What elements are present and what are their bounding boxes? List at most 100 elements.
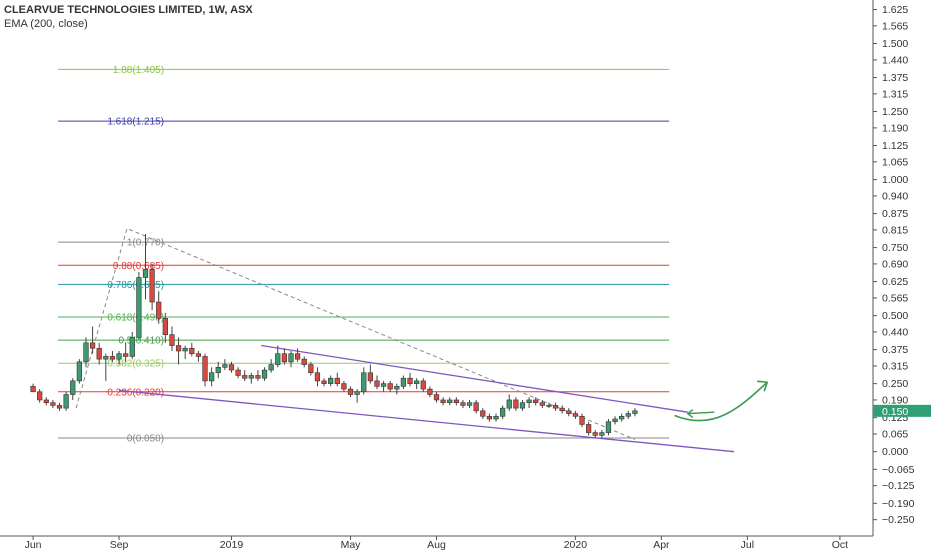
candle-body xyxy=(605,421,612,433)
y-tick-label: 0.065 xyxy=(882,428,908,440)
candle-body xyxy=(433,394,440,401)
candle-body xyxy=(288,353,294,363)
candle-body xyxy=(453,399,459,403)
candle-body xyxy=(466,402,473,406)
candle-body xyxy=(579,415,585,425)
candle-body xyxy=(268,364,274,371)
y-tick-label: −0.190 xyxy=(882,498,915,510)
candle-body xyxy=(347,388,354,395)
candle-body xyxy=(255,375,261,379)
y-tick-label: 1.315 xyxy=(882,88,908,100)
candle-body xyxy=(89,342,96,349)
candle-body xyxy=(222,364,228,368)
candle-body xyxy=(400,377,407,387)
y-tick-label: −0.125 xyxy=(882,480,915,492)
x-tick-label: Jul xyxy=(741,539,754,550)
y-tick-label: 0.250 xyxy=(882,378,908,390)
candle-body xyxy=(493,415,499,420)
candle-body xyxy=(189,347,195,355)
candle-body xyxy=(83,342,89,363)
channel-upper-line xyxy=(261,344,688,413)
y-tick-label: 1.125 xyxy=(882,140,908,152)
candle-body xyxy=(63,394,69,409)
candle-body xyxy=(394,386,400,390)
candle-body xyxy=(552,405,559,409)
candle-body xyxy=(592,432,598,436)
candle-body xyxy=(526,399,532,403)
y-tick-label: −0.065 xyxy=(882,464,915,476)
y-tick-label: 1.440 xyxy=(882,54,908,66)
candle-body xyxy=(202,356,208,382)
candle-body xyxy=(209,372,215,382)
candle-body xyxy=(619,415,625,420)
y-tick-label: 0.875 xyxy=(882,208,908,220)
candle-body xyxy=(156,301,162,319)
candle-body xyxy=(294,353,301,360)
candle-body xyxy=(37,391,43,401)
y-tick-label: 1.500 xyxy=(882,38,908,50)
candle-body xyxy=(480,410,486,417)
candle-body xyxy=(242,375,248,379)
chart-title: CLEARVUE TECHNOLOGIES LIMITED, 1W, ASX xyxy=(4,4,253,16)
candle-body xyxy=(354,391,360,395)
candle-body xyxy=(440,399,446,403)
candle-body xyxy=(235,369,241,376)
x-tick-label: 2019 xyxy=(220,539,244,550)
candle-body xyxy=(625,413,631,417)
candle-body xyxy=(50,402,56,406)
forecast-arrow-head xyxy=(757,380,769,392)
candle-body xyxy=(599,432,605,436)
candle-body xyxy=(70,380,76,395)
candle-body xyxy=(632,410,638,414)
forecast-arrows xyxy=(674,380,769,422)
candle-body xyxy=(500,407,506,417)
x-tick-label: Apr xyxy=(653,539,670,550)
fib-level-label: 0.88(0.685) xyxy=(113,261,164,272)
candle-body xyxy=(334,377,340,384)
candle-body xyxy=(585,424,592,433)
candle-body xyxy=(96,347,102,360)
candle-body xyxy=(175,345,182,352)
x-tick-label: Aug xyxy=(427,539,446,550)
y-tick-label: 1.250 xyxy=(882,106,908,118)
candle-body xyxy=(361,372,367,393)
candle-body xyxy=(447,399,453,403)
candle-body xyxy=(506,399,512,409)
y-tick-label: 1.375 xyxy=(882,72,908,84)
candle-body xyxy=(281,353,288,363)
candle-body xyxy=(546,405,552,407)
candle-body xyxy=(195,353,202,357)
price-axis[interactable]: 1.625 1.565 1.500 1.440 1.375 1.315 1.250 1.190… xyxy=(873,4,915,526)
candle-body xyxy=(116,353,122,360)
x-tick-label: Oct xyxy=(832,539,848,550)
candle-body xyxy=(123,353,129,357)
candle-body xyxy=(169,334,175,346)
time-axis[interactable]: Jun Sep 2019 May Aug 2020 Apr Jul Oct xyxy=(25,536,849,550)
candle-body xyxy=(162,318,168,335)
candle-body xyxy=(374,380,380,387)
candle-body xyxy=(407,377,413,384)
small-arrow xyxy=(686,409,715,419)
candle-body xyxy=(427,388,433,395)
candle-body xyxy=(539,402,545,406)
fib-level-label: 0.236(0.220) xyxy=(107,387,164,398)
candle-body xyxy=(56,405,63,409)
channel-lower-line xyxy=(118,389,735,453)
y-tick-label: 0.500 xyxy=(882,310,908,322)
candle-body xyxy=(314,372,321,382)
drawing-overlays xyxy=(75,227,735,453)
y-tick-label: 0.565 xyxy=(882,292,908,304)
candle-body xyxy=(328,377,334,384)
fib-level-label: 0.5(0.410) xyxy=(118,336,164,347)
candlesticks xyxy=(30,233,638,439)
candle-body xyxy=(460,402,466,406)
indicator-label: EMA (200, close) xyxy=(4,18,88,30)
candle-body xyxy=(261,369,268,379)
y-tick-label: 0.190 xyxy=(882,394,908,406)
candle-body xyxy=(136,277,142,338)
candle-body xyxy=(308,364,314,374)
candle-body xyxy=(559,407,565,412)
price-badge-label: 0.150 xyxy=(882,406,908,418)
forecast-arrow-curve xyxy=(674,381,768,422)
